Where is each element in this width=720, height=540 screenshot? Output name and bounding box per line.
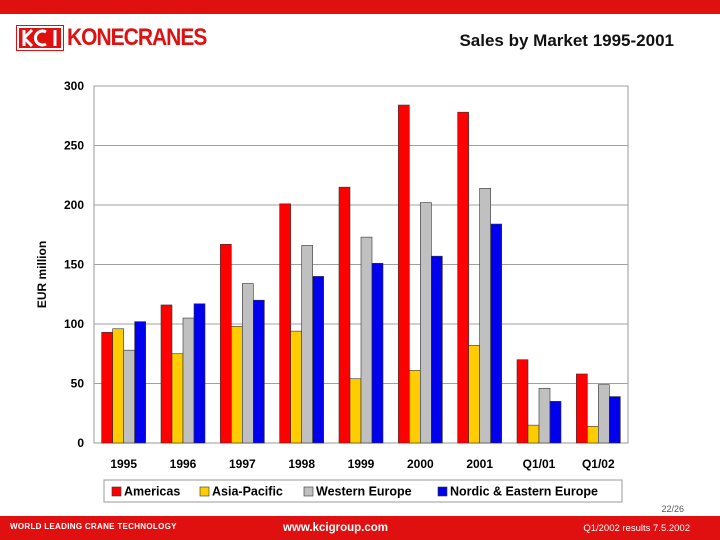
- y-tick-label: 200: [64, 198, 84, 212]
- footer-tagline: WORLD LEADING CRANE TECHNOLOGY: [10, 522, 177, 531]
- x-tick-label: 1995: [110, 457, 137, 471]
- bar: [112, 328, 124, 444]
- page-number: 22/26: [661, 504, 684, 514]
- bar: [338, 186, 351, 444]
- footer-document-info: Q1/2002 results 7.5.2002: [583, 523, 690, 534]
- bar: [123, 349, 135, 444]
- bar: [516, 359, 529, 444]
- bar: [101, 332, 113, 444]
- bar: [160, 304, 173, 444]
- y-tick-label: 300: [64, 79, 84, 93]
- bar: [431, 255, 443, 444]
- x-tick-label: 1997: [229, 457, 256, 471]
- bar: [231, 326, 243, 444]
- bar: [193, 303, 206, 444]
- bar: [301, 245, 313, 444]
- legend-label: Americas: [124, 485, 180, 499]
- bar: [490, 223, 502, 444]
- konecranes-logo: KONECRANES: [16, 24, 207, 52]
- kci-logo-mark: [16, 25, 64, 51]
- y-tick-label: 150: [64, 258, 84, 272]
- bar: [134, 321, 146, 444]
- bar: [290, 330, 302, 444]
- legend-box: [103, 479, 623, 503]
- legend-swatch: [437, 486, 448, 497]
- x-tick-label: 2001: [466, 457, 493, 471]
- legend-label: Nordic & Eastern Europe: [450, 485, 598, 499]
- footer-url[interactable]: www.kcigroup.com: [283, 522, 389, 534]
- y-tick-label: 0: [77, 436, 84, 450]
- bar: [576, 373, 588, 444]
- bar: [468, 345, 480, 444]
- bar: [360, 236, 373, 444]
- x-tick-label: 2000: [407, 457, 434, 471]
- bar: [587, 426, 599, 444]
- y-tick-label: 250: [64, 139, 84, 153]
- bar: [598, 384, 610, 444]
- bottom-accent-bar: [0, 516, 720, 540]
- bar: [398, 104, 410, 444]
- bar: [538, 387, 551, 444]
- bar: [182, 317, 195, 444]
- bar: [279, 203, 291, 444]
- bar: [409, 370, 421, 444]
- x-tick-label: Q1/01: [523, 457, 556, 471]
- bar: [220, 243, 232, 444]
- y-tick-label: 50: [71, 377, 85, 391]
- y-axis-label: EUR million: [35, 241, 49, 308]
- slide-title: Sales by Market 1995-2001: [459, 31, 674, 50]
- bar: [527, 424, 540, 444]
- legend-swatch: [303, 486, 314, 497]
- x-tick-label: 1998: [288, 457, 315, 471]
- bar: [457, 111, 469, 444]
- bar-chart: 0 50 100 150 200 250 300 EUR million 1995 1996 199…: [0, 70, 720, 510]
- x-tick-label: 1996: [170, 457, 197, 471]
- bar: [253, 299, 265, 444]
- brand-name: KONECRANES: [67, 24, 207, 51]
- bar: [549, 401, 562, 444]
- bar: [371, 263, 384, 444]
- x-tick-label: Q1/02: [582, 457, 615, 471]
- x-tick-label: 1999: [348, 457, 375, 471]
- bar: [420, 202, 432, 444]
- top-accent-bar: [0, 0, 720, 14]
- bar: [171, 353, 184, 444]
- bar: [349, 378, 362, 444]
- legend-label: Asia-Pacific: [212, 485, 283, 499]
- legend-swatch: [111, 486, 122, 497]
- bar: [312, 276, 324, 444]
- bar: [609, 396, 621, 444]
- legend-label: Western Europe: [316, 485, 412, 499]
- y-tick-label: 100: [64, 317, 84, 331]
- chart-svg: 0 50 100 150 200 250 300 EUR million 1995 1996 199…: [35, 79, 629, 503]
- bar: [479, 188, 491, 444]
- legend-swatch: [199, 486, 210, 497]
- bar: [242, 283, 254, 444]
